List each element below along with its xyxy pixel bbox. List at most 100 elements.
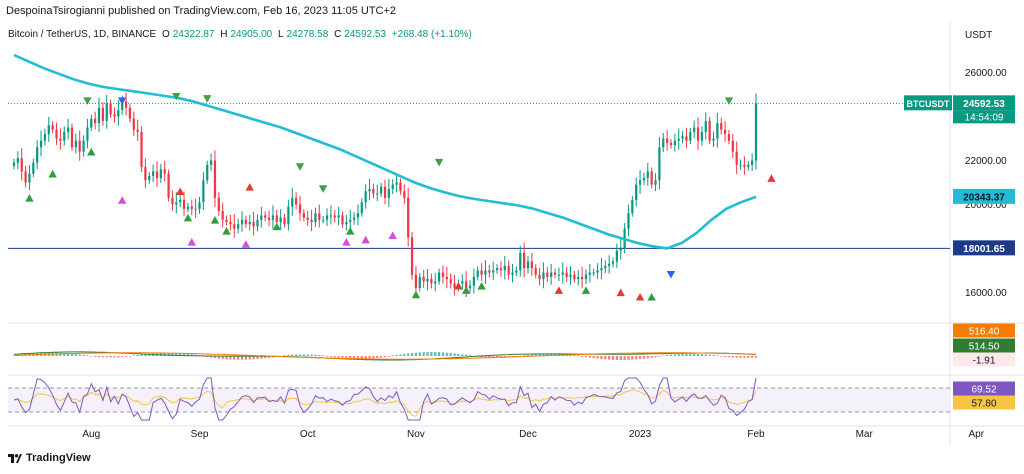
candle-body (47, 125, 50, 135)
candle-body (592, 272, 595, 274)
signal-sell-marker (635, 292, 645, 301)
macd-histogram-bar (167, 352, 170, 356)
chart-frame (8, 22, 1024, 445)
candle-body (499, 268, 503, 271)
candle-body (32, 162, 35, 174)
macd-histogram-bar (716, 355, 719, 356)
close-label: C (334, 29, 342, 40)
candle-body (720, 123, 723, 130)
candle-body (325, 215, 329, 220)
candle-body (24, 171, 27, 183)
symbol-title[interactable]: Bitcoin / TetherUS, 1D, BINANCE (8, 29, 157, 40)
candle-body (495, 268, 499, 271)
candle-body (124, 101, 128, 108)
macd-histogram-bar (422, 352, 425, 356)
candle-body (294, 197, 298, 205)
low-label: L (278, 29, 284, 40)
signal-pink-marker (187, 238, 196, 246)
candle-body (63, 131, 66, 141)
macd-histogram-bar (434, 352, 437, 356)
macd-histogram-bar (163, 352, 166, 356)
signal-up-marker (87, 147, 96, 156)
ma-price-label: 20343.37 (963, 192, 1005, 203)
candle-body (55, 129, 58, 139)
candle-body (117, 109, 120, 117)
candle-body (121, 101, 124, 110)
macd-histogram-bar (700, 354, 704, 356)
macd-histogram-bar (468, 355, 472, 356)
candle-body (689, 131, 692, 141)
macd-histogram-bar (105, 356, 108, 358)
macd-histogram-bar (739, 356, 742, 358)
candle-body (600, 268, 603, 271)
signal-up-marker (222, 227, 231, 235)
candle-body (654, 180, 657, 185)
candle-body (751, 160, 754, 165)
macd-histogram-bar (546, 353, 549, 356)
macd-histogram-bar (233, 356, 236, 360)
candle-body (754, 103, 758, 161)
candle-body (507, 265, 510, 275)
candle-body (287, 206, 290, 225)
macd-histogram-bar (302, 354, 305, 356)
candle-body (113, 114, 116, 117)
candle-body (515, 270, 518, 273)
candle-body (86, 127, 89, 141)
macd-histogram-bar (86, 355, 89, 356)
candle-body (727, 134, 731, 141)
x-tick-label: Mar (856, 429, 874, 440)
macd-histogram-bar (360, 356, 363, 359)
candle-body (399, 182, 402, 192)
macd-histogram-bar (665, 354, 669, 356)
macd-line (13, 351, 757, 361)
macd-histogram-bar (349, 356, 352, 359)
candle-body (437, 272, 441, 282)
candle-body (291, 197, 294, 207)
candle-body (716, 123, 719, 139)
candle-body (662, 138, 665, 148)
candle-body (642, 178, 646, 181)
macd-histogram-bar (627, 356, 630, 360)
macd-histogram-bar (580, 356, 584, 357)
macd-histogram-bar (140, 354, 143, 356)
macd-histogram-bar (484, 356, 487, 358)
macd-histogram-bar (623, 356, 626, 360)
macd-histogram-bar (414, 352, 418, 356)
signal-blue-marker (118, 97, 127, 105)
tradingview-footer[interactable]: TradingView (8, 452, 91, 464)
candle-body (550, 272, 553, 277)
candle-body (449, 279, 452, 284)
candle-body (155, 171, 159, 179)
macd-histogram-bar (619, 356, 622, 360)
macd-histogram-bar (186, 353, 190, 356)
macd-histogram-bar (604, 356, 607, 360)
macd-histogram-bar (329, 356, 333, 357)
macd-histogram-bar (66, 353, 70, 356)
macd-histogram-bar (685, 353, 688, 356)
macd-histogram-bar (101, 356, 105, 358)
candle-body (252, 222, 255, 227)
macd-histogram-bar (720, 356, 723, 357)
macd-histogram-bar (124, 356, 128, 357)
candle-body (163, 169, 166, 174)
rsi-line (13, 377, 757, 421)
macd-histogram-bar (117, 356, 120, 358)
candle-body (233, 224, 236, 229)
candle-body (82, 140, 85, 152)
candle-body (202, 180, 205, 203)
candle-body (492, 270, 495, 273)
macd-histogram-bar (240, 356, 244, 360)
macd-histogram-bar (225, 356, 228, 360)
macd-histogram-bar (113, 356, 116, 358)
macd-histogram-bar (465, 354, 468, 356)
macd-histogram-bar (708, 354, 711, 356)
candle-body (39, 140, 43, 148)
candle-body (333, 215, 336, 218)
candle-body (217, 197, 220, 212)
candle-body (665, 138, 669, 143)
macd-histogram-bar (689, 353, 692, 356)
signal-sell-marker (245, 183, 254, 191)
signal-up-marker (581, 286, 591, 294)
candle-body (256, 219, 259, 227)
